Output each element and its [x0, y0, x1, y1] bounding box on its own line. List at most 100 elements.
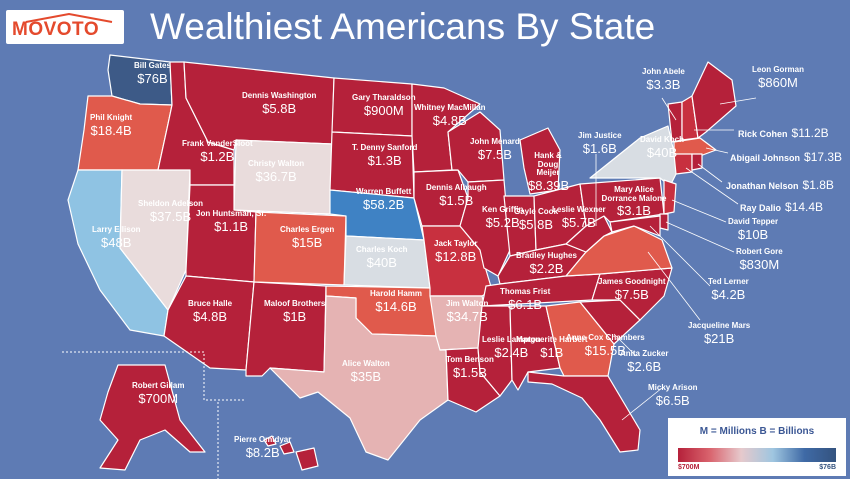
leader-line-FL — [621, 387, 663, 421]
person-name: Thomas Frist — [500, 287, 551, 296]
legend-color-scale — [678, 448, 836, 462]
leader-line-DE — [665, 221, 735, 253]
leader-line-VA — [647, 251, 701, 321]
label-CO: Charles Ergen $15B — [280, 225, 334, 250]
person-name: Whitney MacMillan — [414, 103, 486, 112]
person-name: Dennis Albaugh — [426, 183, 487, 192]
net-worth: $7.5B — [477, 146, 512, 162]
net-worth: $15.5B — [584, 342, 626, 358]
person-name: Jim Justice — [578, 131, 622, 140]
label-OR: Phil Knight $18.4B — [90, 113, 133, 138]
label-IA: Dennis Albaugh $1.5B — [426, 183, 487, 208]
net-worth: $8.39B — [528, 177, 570, 193]
leader-line-RI — [697, 163, 723, 183]
state-NM — [245, 281, 327, 377]
net-worth: $2.2B — [529, 260, 564, 276]
net-worth: $4.8B — [193, 308, 227, 324]
page-title: Wealthiest Americans By State — [150, 6, 656, 47]
net-worth: $34.7B — [446, 308, 488, 324]
net-worth: $17.3B — [804, 150, 843, 164]
net-worth: $10B — [737, 226, 769, 242]
leader-line-NJ — [671, 199, 727, 223]
person-name: Charles Koch — [356, 245, 408, 254]
state-FL — [527, 371, 641, 453]
net-worth: $14.4B — [785, 200, 824, 214]
net-worth: $5.7B — [561, 214, 596, 230]
net-worth: $21B — [703, 330, 735, 346]
label-WY: Christy Walton $36.7B — [248, 159, 305, 184]
person-name: Jim Walton — [446, 299, 489, 308]
net-worth: $1.2B — [200, 148, 235, 164]
net-worth: $860M — [758, 74, 798, 90]
legend: M = Millions B = Billions $700M $76B — [668, 418, 846, 476]
label-HI: Pierre Omidyar $8.2B — [234, 435, 291, 460]
label-SC: Anita Zucker $2.6B — [620, 349, 669, 374]
leader-line-SC — [613, 333, 637, 357]
state-RI — [691, 153, 703, 171]
brand-name: MOVOTO — [12, 19, 100, 40]
legend-max-value: $76B — [819, 464, 836, 471]
person-name: David Koch — [640, 135, 685, 144]
state-MA — [673, 137, 717, 157]
person-name: Gary Tharaldson — [352, 93, 416, 102]
person-name: Leon Gorman — [752, 65, 805, 74]
leader-lines — [595, 97, 757, 421]
person-name: Christy Walton — [248, 159, 305, 168]
label-TN: Thomas Frist $6.1B — [500, 287, 551, 312]
person-name: Ray Dalio — [740, 203, 782, 213]
net-worth: $11.2B — [791, 126, 829, 140]
net-worth: $1B — [283, 308, 307, 324]
person-name: Jack Taylor — [434, 239, 478, 248]
net-worth: $36.7B — [255, 168, 297, 184]
net-worth: $40B — [366, 254, 397, 270]
net-worth: $900M — [363, 102, 404, 118]
label-DE: Robert Gore $830M — [736, 247, 783, 272]
person-name: T. Denny Sanford — [352, 143, 418, 152]
legend-units: M = Millions B = Billions — [699, 426, 815, 437]
net-worth: $1.5B — [452, 364, 487, 380]
house-roof-icon — [25, 13, 113, 23]
leader-line-VT — [661, 97, 677, 121]
net-worth: $3.3B — [646, 76, 681, 92]
person-name: Micky Arison — [648, 383, 698, 392]
label-NJ: David Tepper $10B — [728, 217, 778, 242]
label-AK: Robert Gillam $700M — [132, 381, 184, 406]
label-WA: Bill Gates $76B — [134, 61, 171, 86]
net-worth: $1.6B — [582, 140, 617, 156]
label-ID: Frank VanderSloot $1.2B — [182, 139, 253, 164]
label-WI: John Menard $7.5B — [470, 137, 520, 162]
person-name: Dennis Washington — [242, 91, 317, 100]
state-TX — [269, 295, 449, 461]
person-name: Bradley Hughes — [516, 251, 577, 260]
net-worth: $18.4B — [90, 122, 132, 138]
label-RI: Jonathan Nelson $1.8B — [726, 176, 834, 193]
person-name: Ken Griffin — [482, 205, 524, 214]
label-ME: Leon Gorman $860M — [752, 65, 805, 90]
net-worth: $4.2B — [711, 286, 746, 302]
person-name: Marguerite Harbert — [516, 335, 588, 344]
person-name: John Abele — [642, 67, 685, 76]
net-worth: $1.1B — [214, 218, 249, 234]
label-MT: Dennis Washington $5.8B — [242, 91, 317, 116]
label-OK: Harold Hamm $14.6B — [370, 289, 422, 314]
state-MD — [609, 215, 661, 237]
label-AL: Marguerite Harbert $1B — [516, 335, 588, 360]
net-worth: $37.5B — [149, 208, 192, 224]
person-name: Anne Cox Chambers — [566, 333, 645, 342]
person-name: Warren Buffett — [356, 187, 412, 196]
label-VA: Jacqueline Mars $21B — [688, 321, 750, 346]
net-worth: $6.1B — [508, 296, 543, 312]
label-NC: James Goodnight $7.5B — [598, 277, 666, 302]
label-NE: Warren Buffett $58.2B — [356, 187, 412, 212]
net-worth: $1.3B — [367, 152, 402, 168]
net-worth: $15B — [291, 234, 323, 250]
person-name: John Menard — [470, 137, 520, 146]
label-ND: Gary Tharaldson $900M — [352, 93, 416, 118]
label-UT: Jon Huntsman, Sr. $1.1B — [196, 209, 266, 234]
label-MS: Leslie Lampton $2.4B — [482, 335, 541, 360]
person-name: Anita Zucker — [620, 349, 669, 358]
person-name: Phil Knight — [90, 113, 133, 122]
net-worth: $5.8B — [519, 216, 553, 232]
